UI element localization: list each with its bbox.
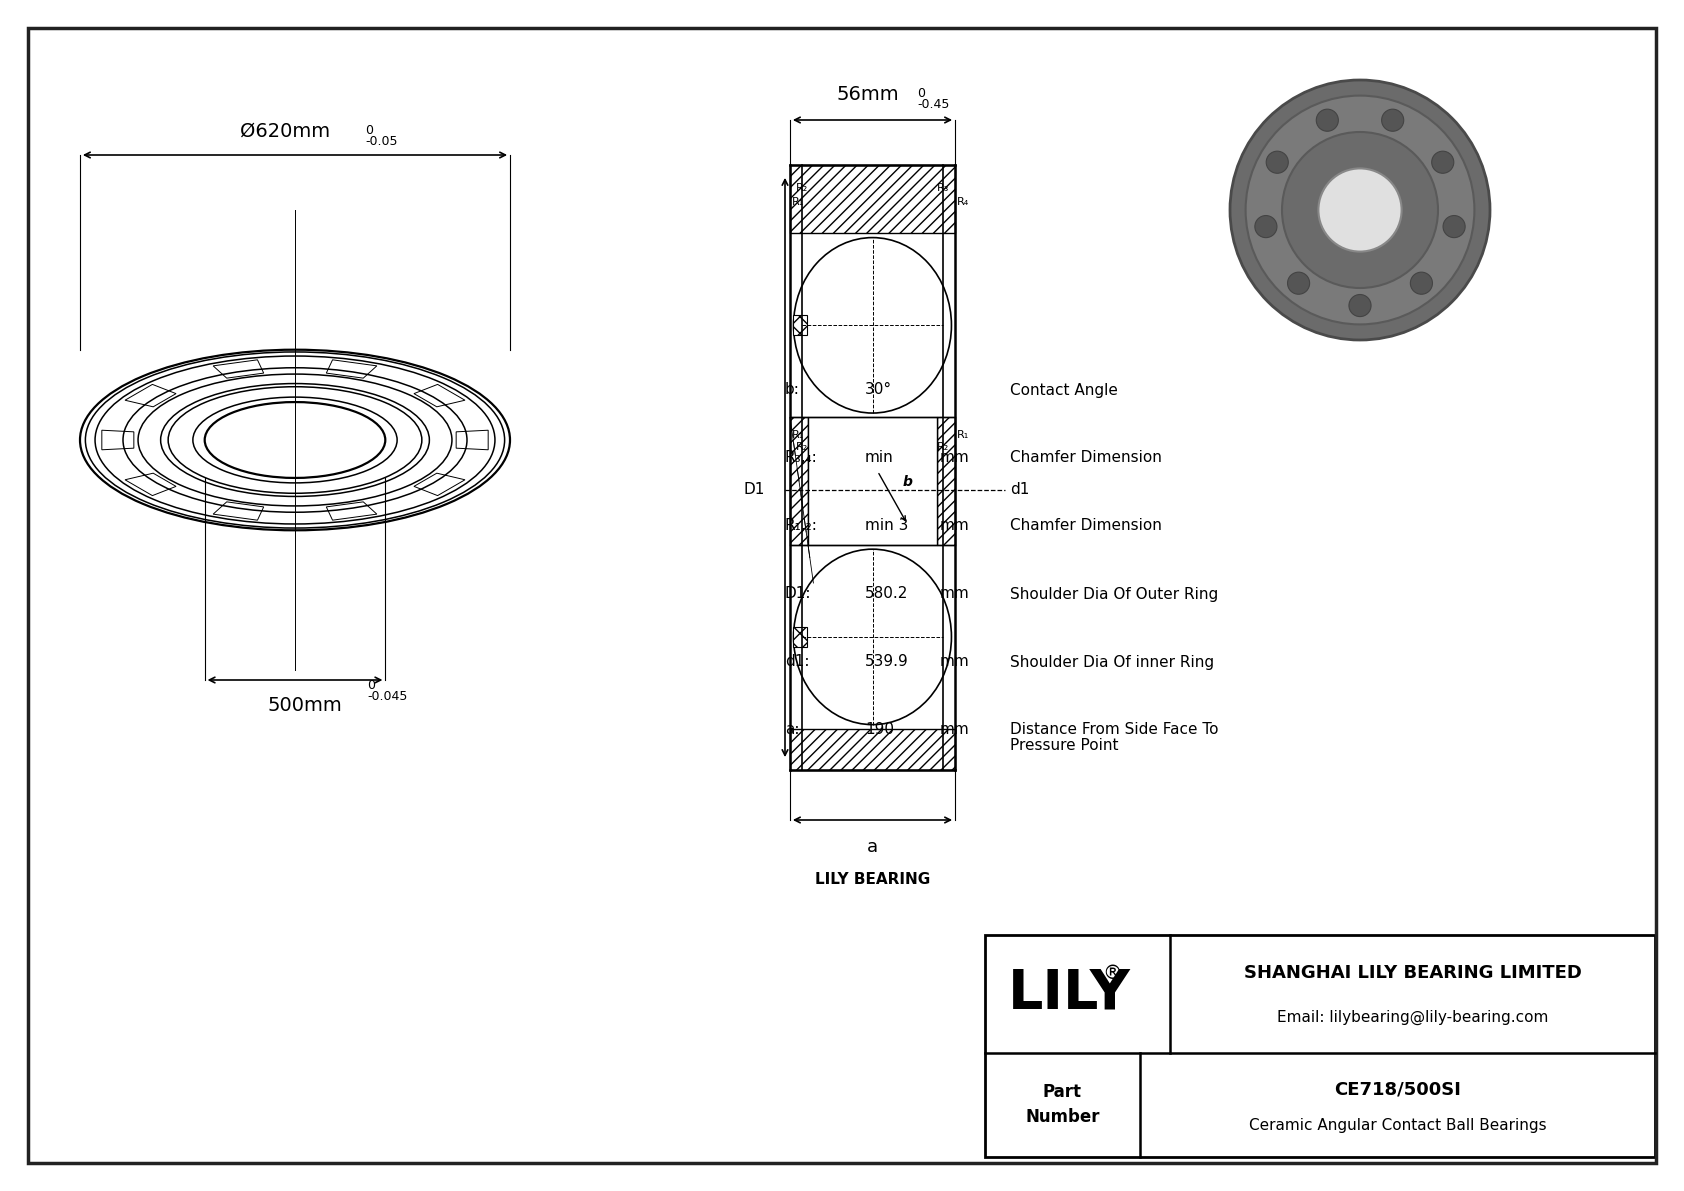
Text: Chamfer Dimension: Chamfer Dimension — [1010, 450, 1162, 466]
Bar — [790, 729, 955, 771]
Text: a: a — [867, 838, 877, 856]
Bar — [790, 166, 955, 233]
Text: 0: 0 — [365, 124, 372, 137]
Text: -0.45: -0.45 — [918, 98, 950, 111]
Bar — [936, 417, 955, 544]
Circle shape — [1349, 294, 1371, 317]
Circle shape — [1319, 168, 1401, 251]
Circle shape — [1411, 273, 1433, 294]
Text: Ceramic Angular Contact Ball Bearings: Ceramic Angular Contact Ball Bearings — [1250, 1118, 1546, 1133]
Text: -0.045: -0.045 — [367, 690, 408, 703]
Circle shape — [1246, 95, 1475, 324]
Bar — [793, 316, 807, 336]
Text: b:: b: — [785, 382, 800, 398]
Text: mm: mm — [940, 450, 970, 466]
Text: Part
Number: Part Number — [1026, 1084, 1100, 1127]
Text: R₁: R₁ — [957, 430, 970, 441]
Text: min 3: min 3 — [866, 518, 908, 534]
Text: 190: 190 — [866, 723, 894, 737]
Circle shape — [1443, 216, 1465, 238]
Bar — [790, 417, 808, 544]
Text: mm: mm — [940, 586, 970, 601]
Circle shape — [1431, 151, 1453, 173]
Text: 580.2: 580.2 — [866, 586, 908, 601]
Text: R₃: R₃ — [936, 183, 950, 193]
Text: d1: d1 — [1010, 482, 1029, 498]
Text: Contact Angle: Contact Angle — [1010, 382, 1118, 398]
Text: R₄: R₄ — [957, 197, 970, 207]
Circle shape — [1381, 110, 1404, 131]
Text: 0: 0 — [918, 87, 926, 100]
Text: LILY BEARING: LILY BEARING — [815, 873, 930, 887]
Text: Email: lilybearing@lily-bearing.com: Email: lilybearing@lily-bearing.com — [1276, 1010, 1548, 1025]
Text: -0.05: -0.05 — [365, 135, 397, 148]
Text: d1:: d1: — [785, 655, 810, 669]
Text: D1: D1 — [744, 482, 765, 498]
Text: SHANGHAI LILY BEARING LIMITED: SHANGHAI LILY BEARING LIMITED — [1243, 964, 1581, 981]
Circle shape — [1282, 132, 1438, 288]
Text: min: min — [866, 450, 894, 466]
Bar — [808, 417, 936, 544]
Text: 0: 0 — [367, 679, 376, 692]
Circle shape — [1255, 216, 1276, 238]
Circle shape — [1317, 110, 1339, 131]
Text: R₁: R₁ — [791, 430, 805, 441]
Text: R₂: R₂ — [797, 183, 808, 193]
Circle shape — [1266, 151, 1288, 173]
Text: b: b — [903, 475, 913, 490]
Text: Pressure Point: Pressure Point — [1010, 738, 1118, 754]
Text: CE718/500SI: CE718/500SI — [1334, 1080, 1462, 1098]
Text: LILY: LILY — [1009, 967, 1132, 1021]
Text: Chamfer Dimension: Chamfer Dimension — [1010, 518, 1162, 534]
Text: R₁: R₁ — [791, 197, 805, 207]
Bar — [793, 626, 807, 647]
Text: mm: mm — [940, 723, 970, 737]
Text: ®: ® — [1103, 965, 1122, 984]
Text: a:: a: — [785, 723, 800, 737]
Text: 539.9: 539.9 — [866, 655, 909, 669]
Text: R₂: R₂ — [797, 442, 808, 453]
Text: Ø620mm: Ø620mm — [239, 121, 330, 141]
Text: R₂: R₂ — [936, 442, 950, 453]
Circle shape — [1288, 273, 1310, 294]
Text: 30°: 30° — [866, 382, 893, 398]
Circle shape — [1229, 80, 1490, 339]
Text: 56mm: 56mm — [837, 85, 899, 104]
Text: 500mm: 500mm — [268, 696, 342, 715]
Text: mm: mm — [940, 655, 970, 669]
Text: Distance From Side Face To: Distance From Side Face To — [1010, 723, 1219, 737]
Text: Shoulder Dia Of inner Ring: Shoulder Dia Of inner Ring — [1010, 655, 1214, 669]
Text: R₃,₄:: R₃,₄: — [785, 450, 818, 466]
Text: Shoulder Dia Of Outer Ring: Shoulder Dia Of Outer Ring — [1010, 586, 1218, 601]
Text: mm: mm — [940, 518, 970, 534]
Text: R₁,₂:: R₁,₂: — [785, 518, 818, 534]
Text: D1:: D1: — [785, 586, 812, 601]
Bar — [985, 935, 1655, 1156]
